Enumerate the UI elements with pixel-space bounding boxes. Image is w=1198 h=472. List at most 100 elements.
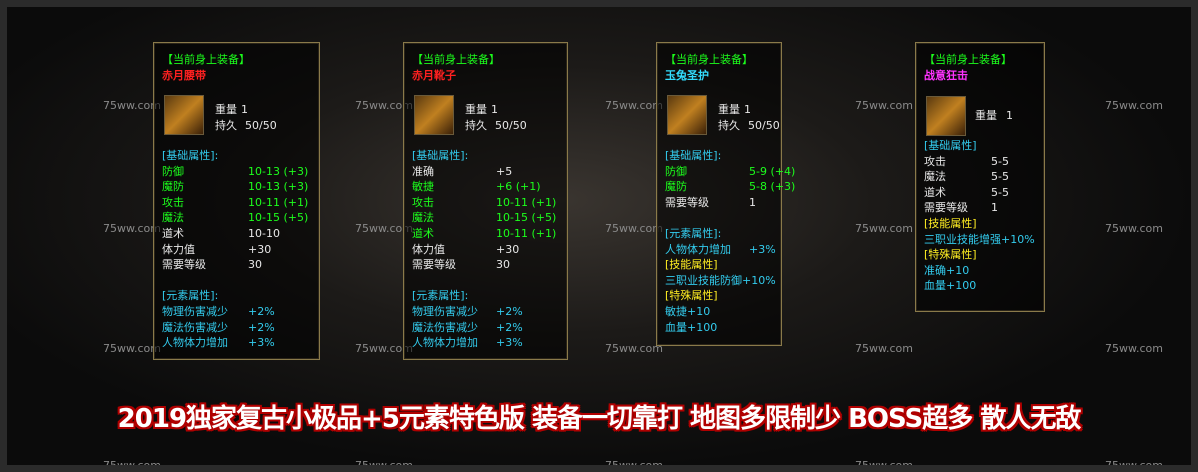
attr-label: 敏捷+10	[665, 305, 711, 318]
attr-label: 攻击	[924, 154, 946, 168]
attr-label: 体力值	[162, 242, 195, 256]
attr-value: 10-11 (+1)	[496, 195, 557, 209]
item-name: 玉兔圣护	[665, 69, 709, 82]
attr-value: 1	[991, 201, 998, 215]
watermark: 75ww.com	[855, 342, 913, 355]
stat-value: 1	[744, 103, 751, 116]
item-icon	[926, 96, 966, 136]
attr-value: 10-11 (+1)	[496, 227, 557, 240]
attr-value: +3%	[496, 336, 523, 350]
watermark: 75ww.com	[103, 99, 161, 112]
attr-label: 防御	[162, 164, 184, 178]
attr-value: 10-13 (+3)	[248, 180, 309, 194]
attr-label: 魔法	[924, 170, 946, 184]
attr-label: 魔防	[665, 180, 687, 194]
panel-header: 【当前身上装备】	[162, 53, 250, 66]
attr-label: 防御	[665, 164, 687, 178]
stat-label: 持久	[465, 118, 487, 132]
watermark: 75ww.com	[605, 459, 663, 472]
attr-label: 需要等级	[162, 258, 206, 272]
watermark: 75ww.com	[605, 99, 663, 112]
attr-value: +30	[496, 242, 520, 256]
attr-label: 物理伤害减少	[412, 305, 478, 318]
attr-label: 魔法伤害减少	[162, 320, 228, 334]
watermark: 75ww.com	[355, 342, 413, 355]
attr-value: +2%	[496, 320, 523, 334]
attr-label: 血量+100	[924, 279, 977, 293]
item-icon	[414, 95, 454, 135]
watermark: 75ww.com	[855, 99, 913, 112]
panel-header: 【当前身上装备】	[412, 53, 500, 66]
section-title: [元素属性]:	[665, 227, 722, 240]
watermark: 75ww.com	[1105, 222, 1163, 235]
panel-header: 【当前身上装备】	[924, 53, 1012, 66]
item-icon	[667, 95, 707, 135]
section-title: [特殊属性]	[924, 248, 977, 262]
watermark: 75ww.com	[605, 342, 663, 355]
attr-value: +6 (+1)	[496, 180, 541, 194]
attr-value: 5-5	[991, 185, 1009, 199]
attr-value: 10-11 (+1)	[248, 195, 309, 209]
attr-value: +5	[496, 164, 513, 178]
attr-label: 需要等级	[412, 258, 456, 272]
stat-label: 重量	[718, 103, 740, 116]
attr-value: 30	[496, 258, 510, 272]
attr-value: +3%	[749, 242, 776, 256]
attr-label: 需要等级	[665, 195, 709, 209]
stat-label: 持久	[718, 118, 740, 132]
stat-value: 1	[491, 103, 498, 116]
tooltip-panel	[656, 42, 782, 346]
attr-value: 5-8 (+3)	[749, 180, 796, 194]
section-title: [技能属性]	[665, 258, 718, 272]
attr-label: 攻击	[412, 195, 434, 209]
attr-value: 10-13 (+3)	[248, 164, 309, 178]
watermark: 75ww.com	[855, 459, 913, 472]
stat-value: 1	[241, 103, 248, 116]
item-name: 战意狂击	[924, 69, 968, 82]
section-title: [特殊属性]	[665, 289, 718, 303]
attr-label: 需要等级	[924, 201, 968, 215]
stat-value: 50/50	[495, 118, 527, 132]
watermark: 75ww.com	[605, 222, 663, 235]
attr-value: +2%	[248, 320, 275, 334]
stat-label: 持久	[215, 118, 237, 132]
panel-header: 【当前身上装备】	[665, 53, 753, 66]
attr-label: 准确	[412, 164, 434, 178]
section-title: [基础属性]:	[412, 149, 469, 162]
attr-value: +30	[248, 242, 272, 256]
stat-value: 50/50	[748, 118, 780, 132]
attr-label: 体力值	[412, 242, 445, 256]
attr-label: 人物体力增加	[665, 242, 731, 256]
tooltip-panel	[915, 42, 1045, 312]
attr-value: +2%	[496, 305, 523, 318]
section-title: [基础属性]:	[162, 149, 219, 162]
attr-value: 5-5	[991, 154, 1009, 168]
attr-label: 道术	[162, 227, 184, 240]
watermark: 75ww.com	[103, 342, 161, 355]
attr-label: 人物体力增加	[162, 336, 228, 350]
attr-value: +2%	[248, 305, 275, 318]
attr-label: 敏捷	[412, 180, 434, 194]
attr-label: 物理伤害减少	[162, 305, 228, 318]
attr-value: 5-9 (+4)	[749, 164, 796, 178]
attr-value: 30	[248, 258, 262, 272]
attr-value: 1	[749, 195, 756, 209]
attr-value: 10-10	[248, 227, 280, 240]
attr-label: 道术	[412, 227, 434, 240]
watermark: 75ww.com	[1105, 459, 1163, 472]
watermark: 75ww.com	[355, 99, 413, 112]
section-title: [元素属性]:	[162, 289, 219, 303]
attr-label: 魔法	[412, 211, 434, 225]
section-title: [技能属性]	[924, 217, 977, 230]
watermark: 75ww.com	[855, 222, 913, 235]
attr-label: 攻击	[162, 195, 184, 209]
attr-label: 三职业技能防御+10%	[665, 273, 776, 287]
attr-label: 魔法	[162, 211, 184, 225]
watermark: 75ww.com	[103, 222, 161, 235]
section-title: [基础属性]:	[665, 149, 722, 162]
attr-value: +3%	[248, 336, 275, 350]
attr-label: 人物体力增加	[412, 336, 478, 350]
section-title: [元素属性]:	[412, 289, 469, 303]
item-icon	[164, 95, 204, 135]
